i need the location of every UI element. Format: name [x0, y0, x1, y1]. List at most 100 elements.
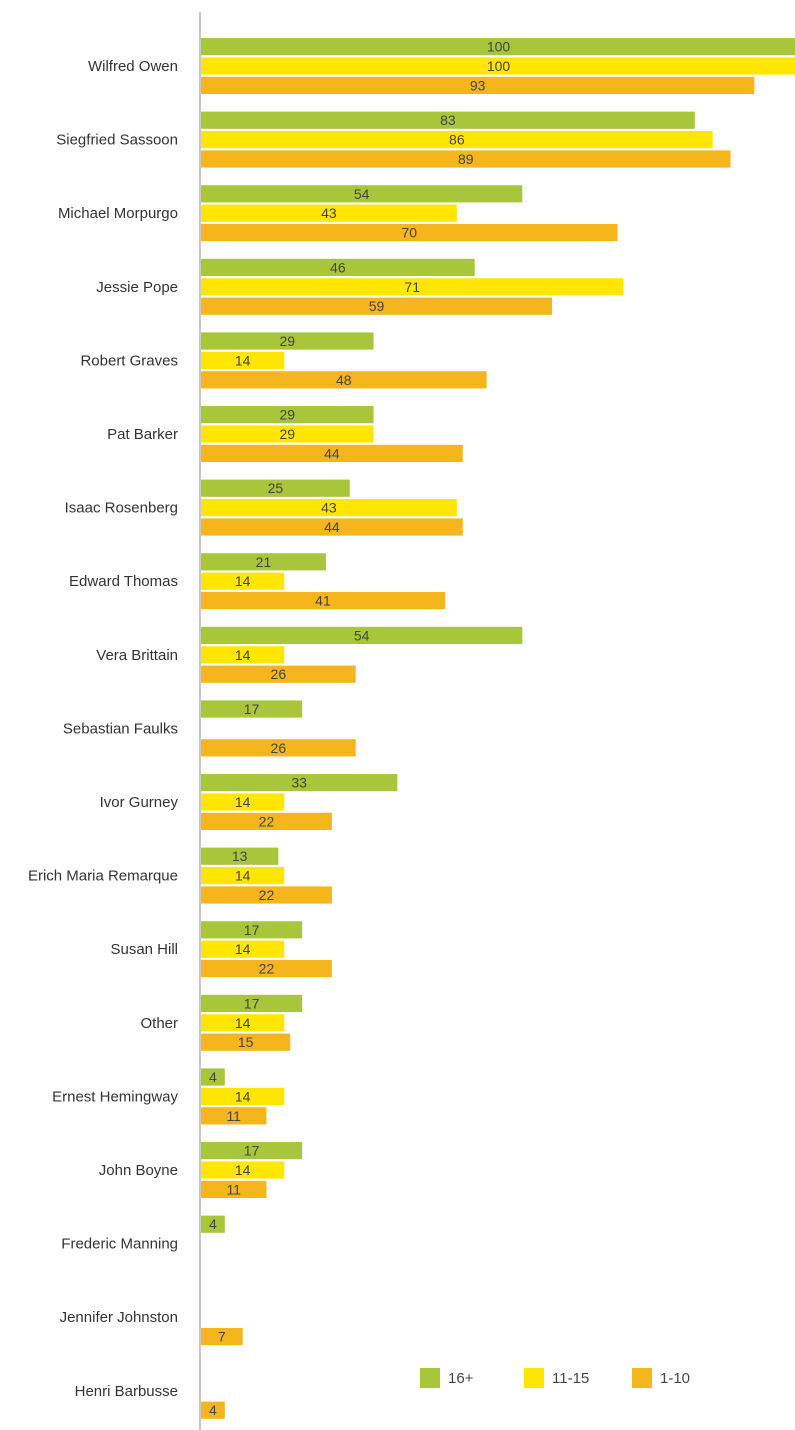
category-label: Isaac Rosenberg [65, 500, 178, 517]
data-label: 25 [268, 480, 284, 496]
data-label: 48 [336, 372, 352, 388]
category-label: Ernest Hemingway [52, 1088, 178, 1105]
data-label: 43 [321, 205, 337, 221]
data-label: 4 [209, 1069, 217, 1085]
bar [201, 774, 398, 792]
data-label: 29 [279, 407, 295, 423]
data-label: 86 [449, 132, 465, 148]
bar [201, 867, 285, 885]
bar [201, 332, 374, 350]
bar [201, 425, 374, 443]
legend-swatch [632, 1368, 652, 1388]
bar [201, 1033, 291, 1051]
bar [201, 258, 475, 276]
data-label: 17 [244, 701, 260, 717]
data-label: 14 [235, 941, 251, 957]
bar [201, 204, 457, 222]
bar [201, 592, 445, 610]
data-label: 26 [271, 666, 287, 682]
bar [201, 297, 553, 315]
category-label: Wilfred Owen [88, 58, 178, 75]
data-label: 100 [487, 39, 511, 55]
data-label: 59 [369, 298, 385, 314]
bar [201, 1401, 225, 1419]
category-label: Edward Thomas [69, 573, 178, 590]
bar [201, 111, 695, 129]
data-label: 26 [271, 740, 287, 756]
bar [201, 1161, 285, 1179]
data-label: 29 [279, 333, 295, 349]
data-label: 54 [354, 186, 370, 202]
data-label: 14 [235, 1088, 251, 1104]
data-label: 22 [259, 887, 275, 903]
bar [201, 1087, 285, 1105]
bar [201, 739, 356, 757]
data-label: 14 [235, 794, 251, 810]
data-label: 14 [235, 1015, 251, 1031]
category-label: Erich Maria Remarque [28, 868, 178, 885]
data-label: 7 [218, 1329, 226, 1345]
data-label: 14 [235, 647, 251, 663]
category-label: Other [140, 1015, 178, 1032]
data-label: 17 [244, 1143, 260, 1159]
category-label: Robert Graves [80, 352, 178, 369]
data-label: 14 [235, 352, 251, 368]
legend-label: 11-15 [552, 1370, 589, 1387]
bar [201, 793, 285, 811]
data-label: 15 [238, 1034, 254, 1050]
bar [201, 224, 618, 242]
bar [201, 479, 350, 497]
data-label: 14 [235, 1162, 251, 1178]
data-label: 29 [279, 426, 295, 442]
data-label: 17 [244, 995, 260, 1011]
data-label: 14 [235, 868, 251, 884]
bar [201, 131, 713, 149]
bar [201, 665, 356, 683]
bar [201, 57, 795, 75]
bar [201, 499, 457, 517]
data-label: 93 [470, 77, 486, 93]
bar [201, 886, 332, 904]
bar [201, 1107, 267, 1125]
category-label: John Boyne [99, 1162, 178, 1179]
data-label: 4 [209, 1402, 217, 1418]
bar [201, 847, 279, 865]
data-label: 21 [256, 554, 272, 570]
bar [201, 1328, 243, 1346]
data-label: 14 [235, 573, 251, 589]
data-label: 71 [404, 279, 420, 295]
category-label: Jessie Pope [96, 279, 178, 296]
bar [201, 812, 332, 830]
data-label: 100 [487, 58, 511, 74]
data-label: 83 [440, 112, 456, 128]
data-label: 4 [209, 1216, 217, 1232]
data-label: 11 [226, 1108, 241, 1124]
bar [201, 444, 463, 462]
category-label: Sebastian Faulks [63, 720, 178, 737]
bar [201, 38, 795, 56]
bar [201, 76, 755, 94]
data-label: 43 [321, 500, 337, 516]
legend: 16+ 11-15 1-10 [420, 1368, 690, 1388]
data-label: 13 [232, 848, 248, 864]
category-label: Vera Brittain [96, 647, 178, 664]
category-label: Michael Morpurgo [58, 205, 178, 222]
bar [201, 940, 285, 958]
data-label: 89 [458, 151, 474, 167]
category-label: Frederic Manning [61, 1236, 178, 1253]
category-label: Jennifer Johnston [60, 1309, 178, 1326]
bar [201, 1068, 225, 1086]
bar [201, 1014, 285, 1032]
data-label: 17 [244, 922, 260, 938]
data-label: 11 [226, 1181, 241, 1197]
bar [201, 921, 303, 939]
bar [201, 1142, 303, 1160]
data-label: 54 [354, 627, 370, 643]
category-label: Siegfried Sassoon [56, 132, 178, 149]
data-label: 33 [291, 775, 307, 791]
data-label: 46 [330, 259, 346, 275]
legend-swatch [420, 1368, 440, 1388]
category-label: Susan Hill [110, 941, 178, 958]
bar [201, 278, 624, 296]
